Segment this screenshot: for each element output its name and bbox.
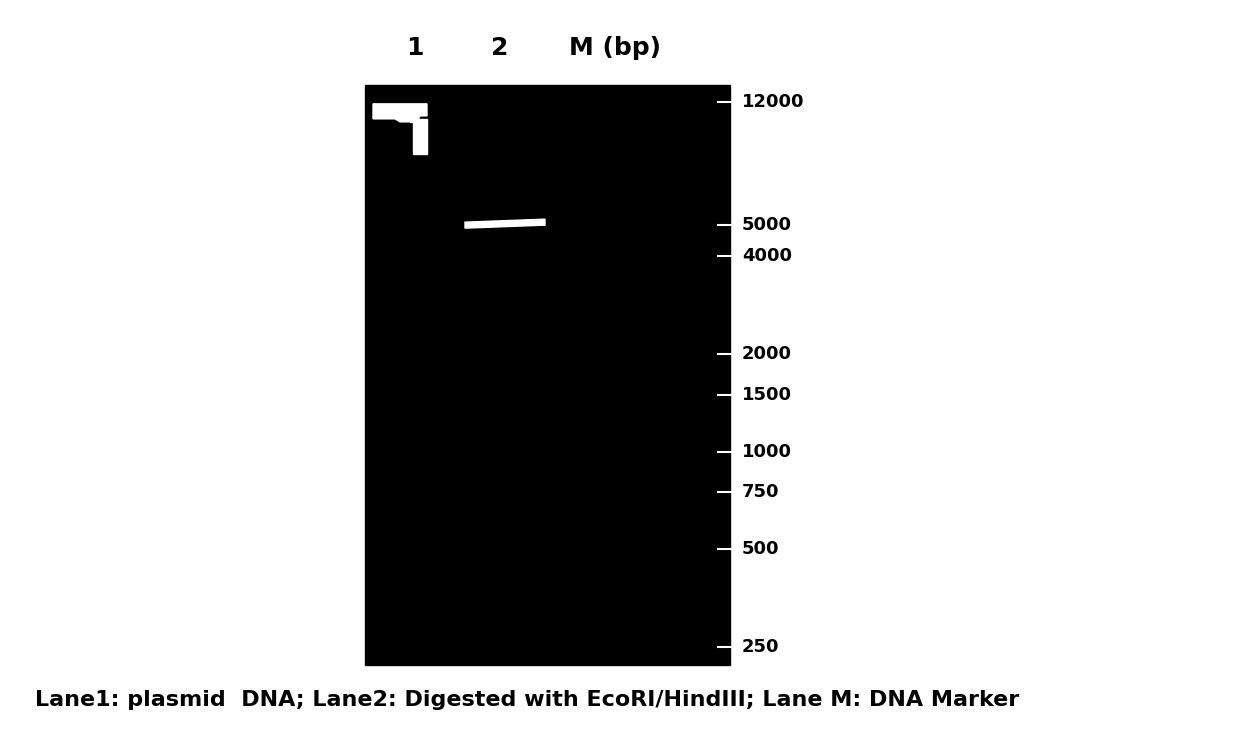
Text: Lane1: plasmid  DNA; Lane2: Digested with EcoRI/HindIII; Lane M: DNA Marker: Lane1: plasmid DNA; Lane2: Digested with…: [35, 690, 1019, 710]
Text: 1500: 1500: [742, 385, 792, 404]
Polygon shape: [465, 219, 546, 228]
Bar: [365, 85, 730, 665]
Text: 2000: 2000: [742, 345, 792, 363]
Text: 4000: 4000: [742, 247, 792, 265]
Text: 5000: 5000: [742, 216, 792, 234]
Text: 500: 500: [742, 540, 780, 558]
Text: 750: 750: [742, 483, 780, 501]
Text: 250: 250: [742, 638, 780, 656]
Text: 12000: 12000: [742, 93, 805, 110]
Text: 2: 2: [491, 36, 508, 60]
Text: 1: 1: [407, 36, 424, 60]
Text: M (bp): M (bp): [569, 36, 661, 60]
Polygon shape: [410, 119, 427, 154]
Polygon shape: [373, 104, 427, 122]
Text: 1000: 1000: [742, 443, 792, 461]
